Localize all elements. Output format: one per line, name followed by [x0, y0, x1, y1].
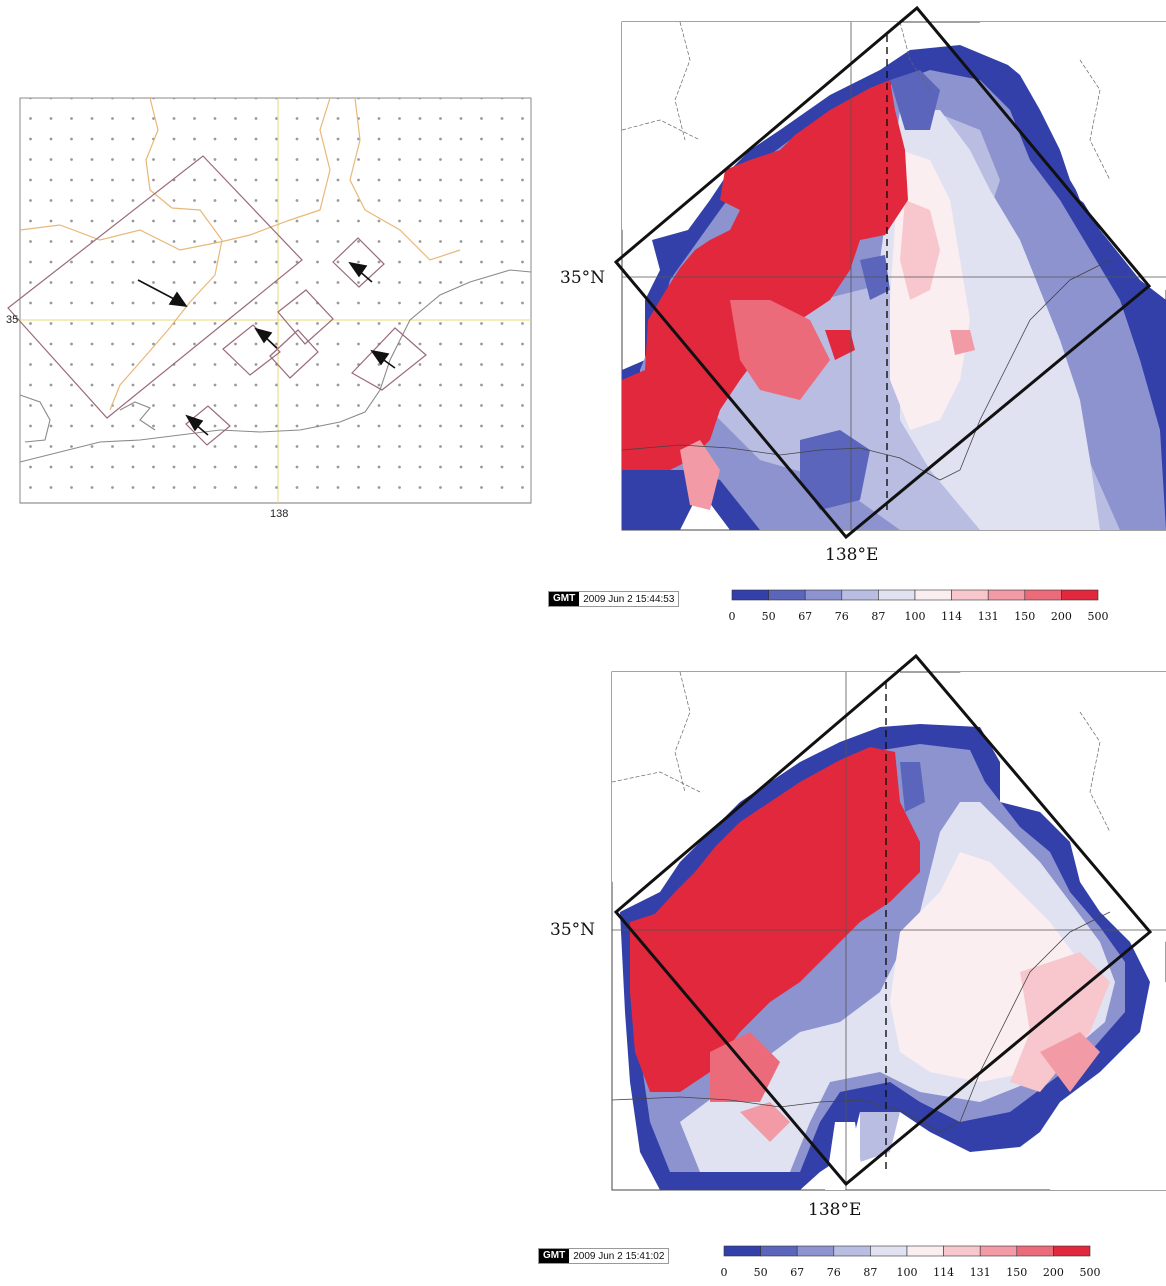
- colorbar-segment: [878, 589, 916, 601]
- colorbar-segment: [951, 589, 989, 601]
- colorbar-segment: [833, 1245, 871, 1257]
- colorbar-tick-label: 500: [1087, 610, 1109, 623]
- colorbar-segment: [943, 1245, 981, 1257]
- colorbar-tick-label: 87: [871, 610, 886, 623]
- colorbar-tick-label: 50: [761, 610, 776, 623]
- colorbar-tick-label: 114: [941, 610, 963, 623]
- bottom-colorbar-ticks: 0 50 67 76 87 100 114 131 150 200 500: [720, 1266, 1101, 1282]
- colorbar-tick-label: 200: [1050, 610, 1072, 623]
- top-lat-label: 35°N: [560, 268, 606, 288]
- colorbar-tick-label: 100: [904, 610, 926, 623]
- small-box-1: [332, 237, 385, 288]
- value-region-high: [622, 80, 908, 470]
- colorbar-tick-label: 200: [1042, 1266, 1064, 1279]
- left-lat-tick: 35: [6, 314, 19, 326]
- prefecture-borders: [19, 97, 461, 411]
- colorbar-tick-label: 0: [720, 1266, 728, 1279]
- colorbar-tick-label: 67: [798, 610, 813, 623]
- small-box-5: [351, 327, 427, 391]
- colorbar-tick-label: 150: [1006, 1266, 1028, 1279]
- value-region-high-bottom: [630, 747, 920, 1092]
- colorbar-tick-label: 131: [969, 1266, 991, 1279]
- colorbar-segment: [796, 1245, 835, 1257]
- colorbar-segment: [841, 589, 879, 601]
- colorbar-segment: [914, 589, 952, 601]
- colorbar-segment: [804, 589, 843, 601]
- analysis-boxes: [7, 155, 427, 446]
- colorbar-segment: [870, 1245, 908, 1257]
- colorbar-segment: [1024, 589, 1062, 601]
- small-box-2: [277, 289, 334, 345]
- bottom-lon-label: 138°E: [808, 1200, 862, 1220]
- colorbar-tick-label: 76: [826, 1266, 841, 1279]
- bottom-contour-map: [611, 653, 1166, 1191]
- colorbar-segment: [768, 589, 806, 601]
- top-contour-map: [613, 5, 1166, 540]
- small-box-3: [222, 324, 281, 376]
- gmt-tag-bottom: GMT: [539, 1249, 570, 1263]
- domain-outline: [613, 5, 1152, 540]
- arrow-icons: [137, 261, 396, 436]
- gmt-timestamp-bottom: 2009 Jun 2 15:41:02: [569, 1250, 669, 1262]
- top-lon-label: 138°E: [825, 545, 879, 565]
- bottom-lat-label: 35°N: [550, 920, 596, 940]
- colorbar-segment: [1053, 1245, 1091, 1257]
- colorbar-tick-label: 67: [790, 1266, 805, 1279]
- bottom-gmt-stamp: GMT 2009 Jun 2 15:41:02: [538, 1248, 670, 1264]
- colorbar-segment: [987, 589, 1026, 601]
- small-box-4: [269, 329, 319, 379]
- large-domain-box: [7, 155, 303, 419]
- colorbar-segment: [1016, 1245, 1054, 1257]
- colorbar-tick-label: 87: [863, 1266, 878, 1279]
- colorbar-segment: [906, 1245, 944, 1257]
- bottom-colorbar: [723, 1245, 1091, 1257]
- top-gmt-stamp: GMT 2009 Jun 2 15:44:53: [548, 591, 680, 607]
- colorbar-tick-label: 500: [1079, 1266, 1101, 1279]
- colorbar-tick-label: 50: [753, 1266, 768, 1279]
- colorbar-tick-label: 100: [896, 1266, 918, 1279]
- colorbar-segment: [760, 1245, 798, 1257]
- colorbar-tick-label: 150: [1014, 610, 1036, 623]
- colorbar-tick-label: 0: [728, 610, 736, 623]
- colorbar-segment: [723, 1245, 761, 1257]
- small-box-6: [185, 405, 231, 446]
- top-colorbar-ticks: 0 50 67 76 87 100 114 131 150 200 500: [728, 610, 1109, 626]
- left-lon-tick: 138: [270, 508, 289, 520]
- gmt-tag: GMT: [549, 592, 580, 606]
- colorbar-segment: [979, 1245, 1018, 1257]
- domain-outline-bottom: [613, 653, 1153, 1187]
- colorbar-segment: [1061, 589, 1099, 601]
- gmt-timestamp: 2009 Jun 2 15:44:53: [579, 593, 679, 605]
- coastline: [19, 269, 532, 463]
- colorbar-tick-label: 131: [977, 610, 999, 623]
- left-grid-map: [7, 97, 532, 504]
- colorbar-segment: [731, 589, 769, 601]
- top-colorbar: [731, 589, 1099, 601]
- colorbar-tick-label: 114: [933, 1266, 955, 1279]
- colorbar-tick-label: 76: [834, 610, 849, 623]
